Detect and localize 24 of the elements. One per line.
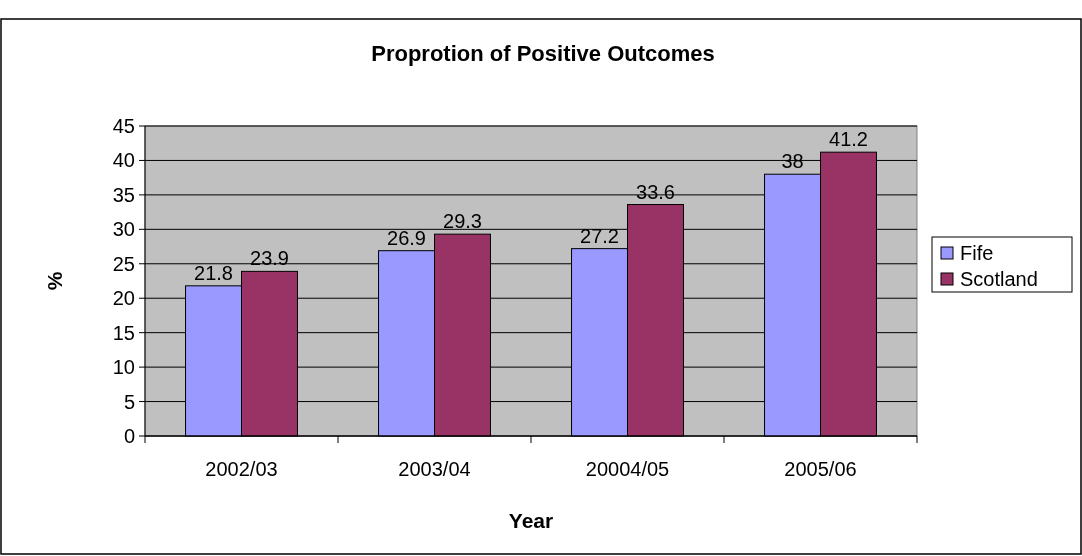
x-axis-title: Year bbox=[508, 509, 554, 532]
x-tick-label: 2002/03 bbox=[205, 458, 278, 480]
y-tick-label: 30 bbox=[112, 218, 135, 241]
y-tick-label: 25 bbox=[112, 252, 135, 275]
legend-label: Scotland bbox=[960, 268, 1038, 290]
data-label: 27.2 bbox=[580, 224, 619, 247]
data-label: 21.8 bbox=[194, 261, 233, 284]
chart-title: Proprotion of Positive Outcomes bbox=[371, 41, 715, 66]
x-tick-label: 2003/04 bbox=[398, 458, 471, 480]
data-label: 26.9 bbox=[387, 226, 426, 249]
legend-label: Fife bbox=[960, 242, 994, 264]
y-tick-label: 5 bbox=[123, 390, 135, 413]
y-tick-label: 20 bbox=[112, 287, 135, 310]
x-tick-label: 20004/05 bbox=[585, 458, 670, 480]
y-tick-label: 45 bbox=[112, 115, 135, 137]
y-tick-label: 15 bbox=[112, 321, 135, 344]
data-label: 41.2 bbox=[829, 128, 868, 151]
y-tick-label: 10 bbox=[112, 356, 135, 379]
y-axis-title: % bbox=[43, 271, 66, 291]
x-tick-label: 2005/06 bbox=[784, 458, 857, 480]
y-tick-label: 0 bbox=[123, 425, 135, 447]
y-tick-label: 35 bbox=[112, 183, 135, 206]
y-tick-label: 40 bbox=[112, 149, 135, 172]
data-label: 29.3 bbox=[443, 210, 482, 233]
